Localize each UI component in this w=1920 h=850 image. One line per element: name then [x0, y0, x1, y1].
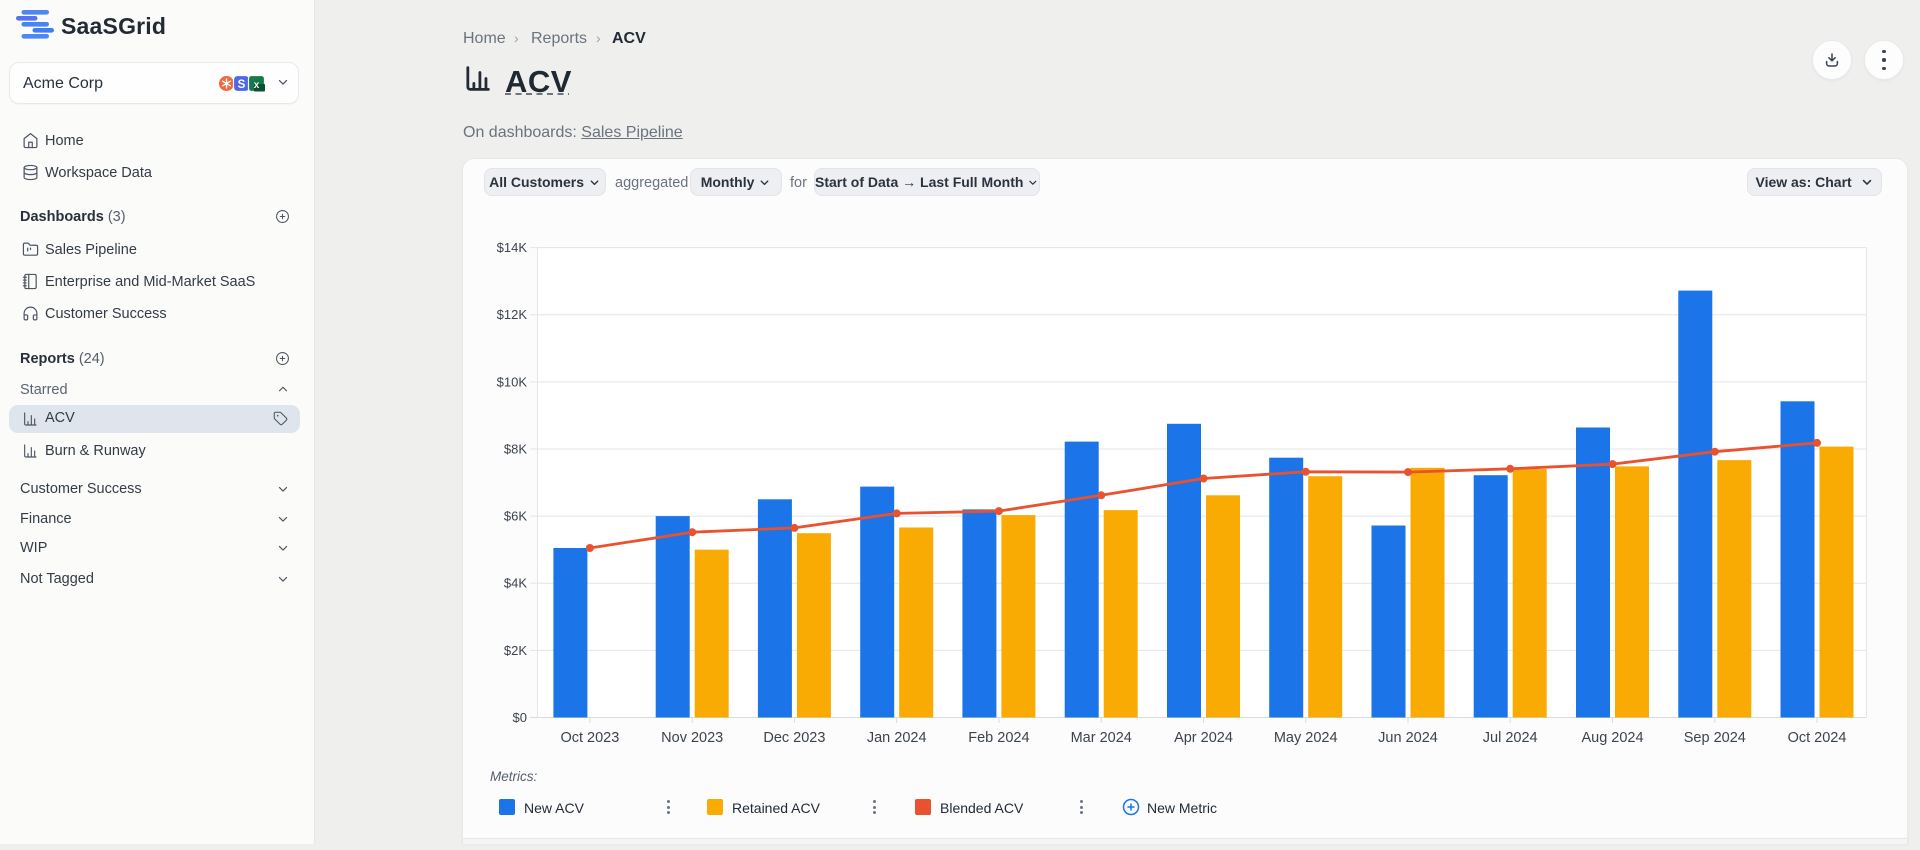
- svg-text:May 2024: May 2024: [1274, 730, 1338, 746]
- svg-text:$0: $0: [513, 710, 527, 725]
- svg-text:Oct 2024: Oct 2024: [1788, 730, 1847, 746]
- svg-text:S: S: [238, 79, 246, 91]
- svg-text:$4K: $4K: [504, 576, 527, 591]
- svg-text:Sep 2024: Sep 2024: [1684, 730, 1746, 746]
- svg-text:Nov 2023: Nov 2023: [661, 730, 723, 746]
- svg-text:$14K: $14K: [497, 240, 528, 255]
- svg-text:Jul 2024: Jul 2024: [1483, 730, 1538, 746]
- svg-text:$8K: $8K: [504, 442, 527, 457]
- svg-text:x: x: [254, 80, 260, 91]
- svg-text:Jan 2024: Jan 2024: [867, 730, 927, 746]
- svg-text:Oct 2023: Oct 2023: [560, 730, 619, 746]
- svg-text:Jun 2024: Jun 2024: [1378, 730, 1438, 746]
- svg-text:Dec 2023: Dec 2023: [763, 730, 825, 746]
- svg-text:$6K: $6K: [504, 509, 527, 524]
- svg-text:Apr 2024: Apr 2024: [1174, 730, 1233, 746]
- svg-text:Feb 2024: Feb 2024: [968, 730, 1029, 746]
- svg-text:$10K: $10K: [497, 374, 528, 389]
- svg-text:$2K: $2K: [504, 643, 527, 658]
- svg-text:Aug 2024: Aug 2024: [1581, 730, 1643, 746]
- svg-text:$12K: $12K: [497, 307, 528, 322]
- svg-text:Mar 2024: Mar 2024: [1071, 730, 1132, 746]
